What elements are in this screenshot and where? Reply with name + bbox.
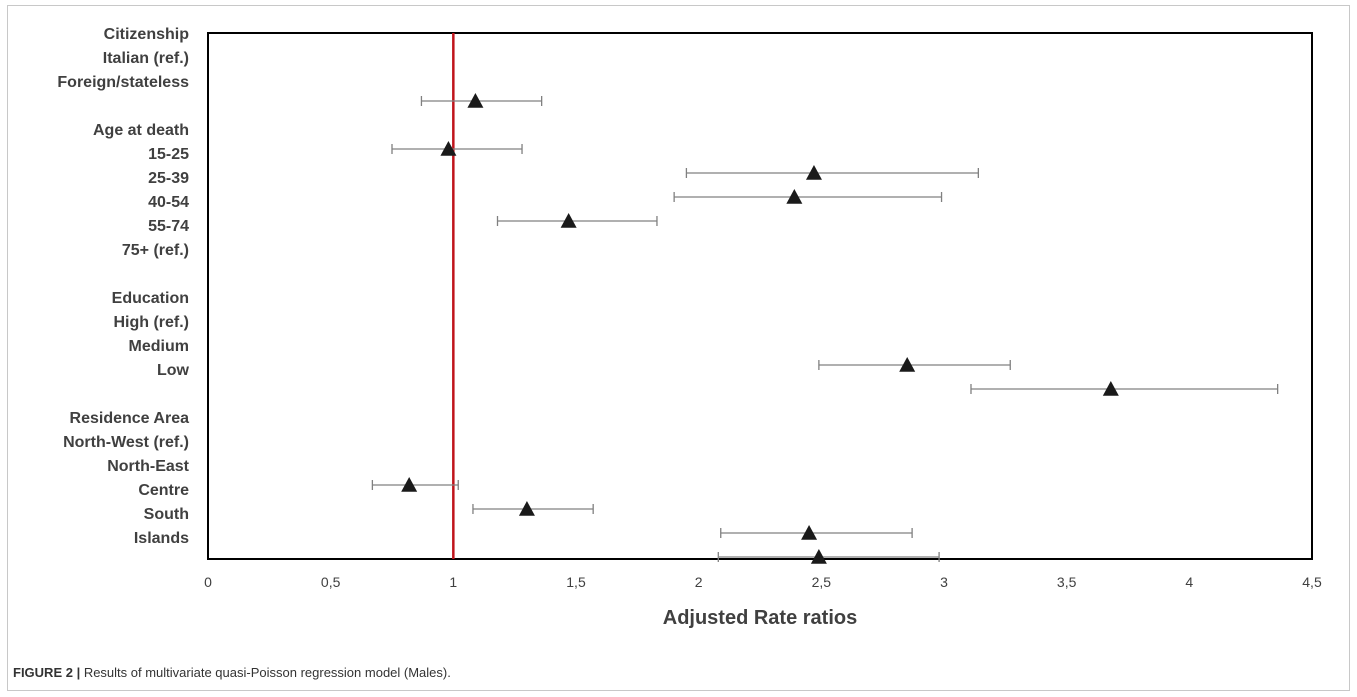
row-label: Residence Area	[70, 410, 190, 427]
x-tick-label: 3,5	[1057, 574, 1077, 590]
caption-label: FIGURE 2 |	[13, 665, 81, 680]
x-tick-label: 3	[940, 574, 948, 590]
row-label: Medium	[129, 338, 189, 355]
x-tick-label: 1,5	[566, 574, 586, 590]
row-label: Italian (ref.)	[103, 50, 189, 67]
estimate-marker	[518, 501, 535, 516]
estimate-marker	[401, 477, 418, 492]
row-label: 15-25	[148, 146, 189, 163]
estimate-marker	[899, 357, 916, 372]
estimate-marker	[1102, 381, 1119, 396]
plot-area	[207, 32, 1313, 560]
figure-caption: FIGURE 2 | Results of multivariate quasi…	[13, 665, 451, 680]
row-label: North-East	[107, 458, 189, 475]
row-label: 55-74	[148, 218, 189, 235]
row-label: South	[144, 506, 189, 523]
x-tick-label: 2	[695, 574, 703, 590]
row-label: Age at death	[93, 122, 189, 139]
estimate-marker	[786, 189, 803, 204]
row-label: North-West (ref.)	[63, 434, 189, 451]
row-label: 40-54	[148, 194, 189, 211]
estimate-marker	[560, 213, 577, 228]
x-tick-label: 4,5	[1302, 574, 1322, 590]
x-tick-label: 2,5	[812, 574, 832, 590]
x-tick-label: 1	[449, 574, 457, 590]
estimate-marker	[440, 141, 457, 156]
row-label: Low	[157, 362, 190, 379]
caption-text: Results of multivariate quasi-Poisson re…	[80, 665, 451, 680]
row-label: Education	[112, 290, 189, 307]
estimate-marker	[805, 165, 822, 180]
row-label: 25-39	[148, 170, 189, 187]
estimate-marker	[467, 93, 484, 108]
row-label: Centre	[138, 482, 189, 499]
x-tick-label: 0	[204, 574, 212, 590]
row-label: High (ref.)	[113, 314, 189, 331]
forest-plot: 0 0,5 1 1,5 2 2,5 3 3,5 4 4,5 Adjusted Rate ratios…	[57, 26, 1322, 629]
estimate-marker	[810, 549, 827, 564]
row-label: 75+ (ref.)	[122, 242, 189, 259]
figure-frame	[7, 5, 1350, 691]
x-tick-label: 4	[1185, 574, 1193, 590]
row-label: Foreign/stateless	[57, 74, 189, 91]
x-tick-label: 0,5	[321, 574, 341, 590]
row-label: Islands	[134, 530, 189, 547]
estimate-marker	[801, 525, 818, 540]
x-axis-label: Adjusted Rate ratios	[663, 607, 857, 629]
row-label: Citizenship	[104, 26, 190, 43]
